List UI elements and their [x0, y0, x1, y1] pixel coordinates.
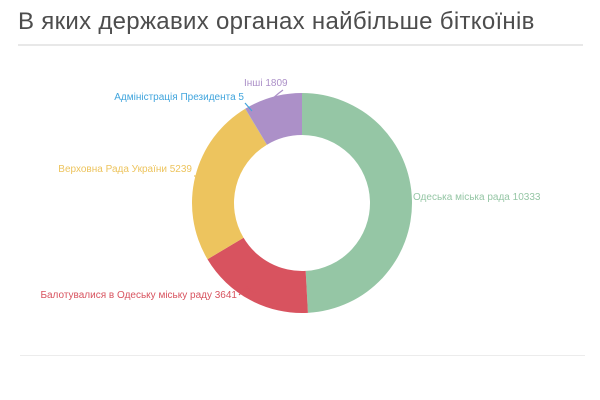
leader-line-inshi [271, 89, 284, 100]
slice-label-admin-prezydenta: Адміністрація Президента 5 [114, 92, 244, 103]
donut-segment-0 [302, 93, 412, 313]
footer: Опендатабот відкриваємо Україну [0, 356, 600, 400]
leader-line-balot [238, 286, 256, 296]
page-title: В яких державих органах найбільше біткої… [18, 8, 535, 35]
slice-label-odeska-rada: Одеська міська рада 10333 [413, 192, 541, 203]
slice-label-verkhovna-rada: Верховна Рада України 5239 [58, 164, 192, 175]
footer-divider [20, 355, 585, 356]
donut-segment-2 [192, 108, 267, 260]
title-divider [18, 44, 583, 46]
slice-label-inshi: Інші 1809 [244, 78, 288, 89]
slice-label-balotuvalysia: Балотувалися в Одеську міську раду 3641 [40, 290, 237, 301]
donut-slices [192, 93, 412, 313]
donut-segment-4 [245, 93, 302, 145]
donut-segment-3 [245, 108, 268, 145]
leader-line-admin [244, 102, 253, 112]
donut-segment-1 [207, 237, 308, 313]
